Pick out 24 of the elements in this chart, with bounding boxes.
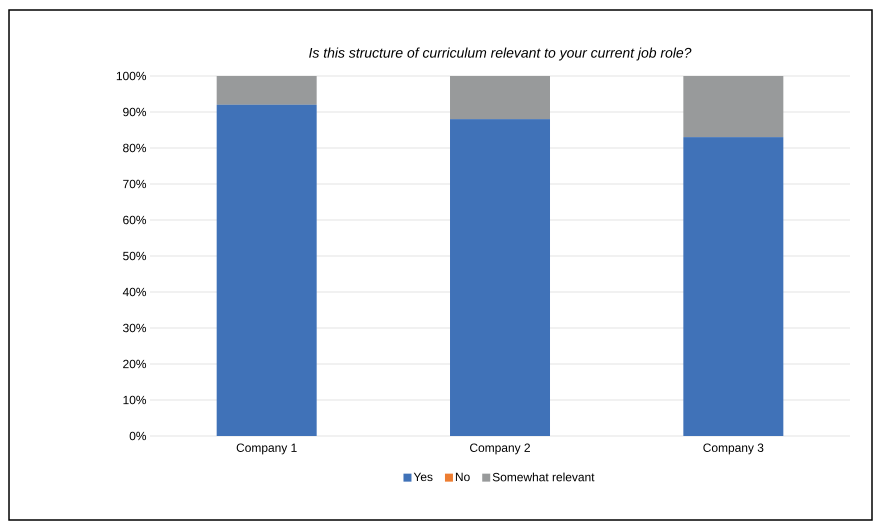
y-tick-label: 60% <box>123 216 146 224</box>
bar <box>683 76 784 138</box>
x-tick-label: Company 1 <box>236 444 297 454</box>
bar <box>683 137 784 436</box>
bar <box>450 119 550 436</box>
chart-title: Is this structure of curriculum relevant to your current job role? <box>309 47 692 60</box>
y-tick-label: 70% <box>123 180 146 188</box>
y-tick-label: 10% <box>123 396 146 404</box>
bar <box>450 76 550 120</box>
x-tick-label: Company 3 <box>703 444 764 454</box>
y-tick-label: 30% <box>123 324 146 332</box>
legend-label: Yes <box>414 472 433 482</box>
y-tick-label: 20% <box>123 360 146 368</box>
bar <box>216 76 317 105</box>
legend-label: Somewhat relevant <box>492 472 594 482</box>
y-tick-label: 0% <box>130 432 146 440</box>
y-tick-label: 50% <box>123 252 146 260</box>
y-tick-label: 100% <box>116 72 146 80</box>
y-tick-label: 90% <box>123 108 146 116</box>
y-tick-label: 80% <box>123 144 146 152</box>
legend-label: No <box>456 472 470 482</box>
bar <box>216 104 317 436</box>
x-tick-label: Company 2 <box>470 444 530 454</box>
y-tick-label: 40% <box>122 288 146 296</box>
